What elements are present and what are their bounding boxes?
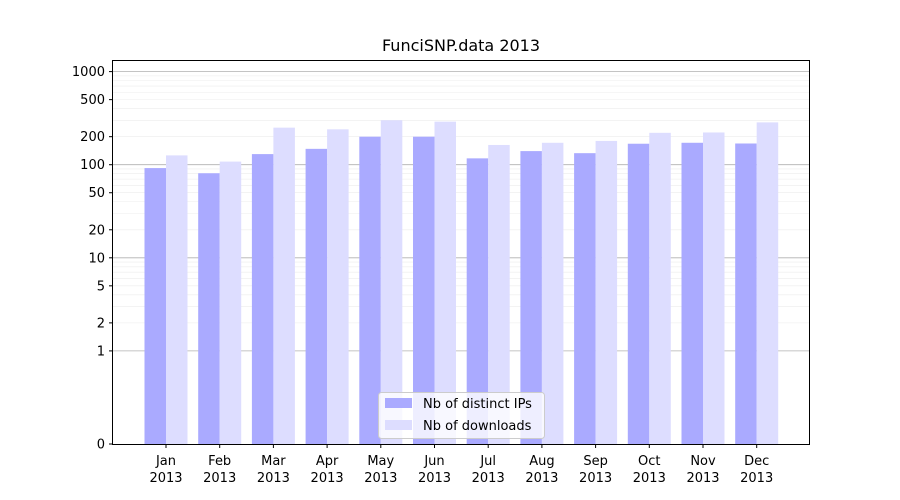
bar-downloads	[166, 155, 188, 444]
x-tick-label-year: 2013	[525, 471, 558, 486]
y-tick-label: 2	[97, 316, 105, 331]
x-tick-label-month: Jan	[155, 454, 176, 469]
y-tick-label: 200	[80, 130, 105, 145]
x-tick-label-month: May	[367, 454, 394, 469]
x-tick-label-year: 2013	[418, 471, 451, 486]
y-tick-label: 1	[97, 344, 105, 359]
x-tick-label-year: 2013	[257, 471, 290, 486]
x-tick-label-year: 2013	[311, 471, 344, 486]
bar-downloads	[703, 132, 725, 444]
y-axis: 0 1 2 5 10 20 50 100 200 500 1000	[72, 65, 113, 453]
bar-downloads	[488, 144, 510, 445]
legend-label-downloads: Nb of downloads	[423, 419, 532, 434]
legend-swatch-downloads	[385, 420, 412, 430]
y-tick-label: 50	[88, 186, 105, 201]
y-tick-label: 0	[97, 438, 105, 453]
bar-downloads	[219, 161, 242, 444]
x-tick-label-month: Aug	[529, 454, 554, 469]
bar-downloads	[756, 122, 779, 444]
legend-swatch-distinct-ips	[385, 398, 412, 408]
x-tick-label-year: 2013	[686, 471, 719, 486]
x-axis: Jan 2013 Feb 2013 Mar 2013 Apr 2013 May 2013 Jun 20…	[149, 444, 773, 486]
x-tick-label-month: Dec	[744, 454, 769, 469]
chart-title: FunciSNP.data 2013	[382, 36, 540, 55]
bar-downloads	[434, 121, 456, 444]
bar-distinct-ips	[198, 173, 220, 445]
x-tick-label-month: Mar	[261, 454, 286, 469]
bar-downloads	[649, 132, 671, 444]
bar-downloads	[327, 129, 349, 444]
bar-downloads	[541, 142, 564, 444]
bar-distinct-ips	[359, 136, 381, 444]
plot-frame	[112, 60, 810, 445]
x-tick-label-month: Sep	[583, 454, 608, 469]
legend: Nb of distinct IPs Nb of downloads	[378, 392, 545, 439]
bar-distinct-ips	[735, 143, 757, 445]
bar-distinct-ips	[520, 151, 542, 445]
x-tick-label-month: Jun	[423, 454, 444, 469]
bar-distinct-ips	[681, 142, 703, 444]
bar-distinct-ips	[574, 153, 596, 444]
x-tick-label-year: 2013	[740, 471, 773, 486]
x-tick-label-month: Jul	[479, 454, 496, 469]
x-tick-label-year: 2013	[472, 471, 505, 486]
x-tick-label-month: Nov	[690, 454, 716, 469]
x-tick-label-year: 2013	[633, 471, 666, 486]
bar-downloads	[380, 120, 403, 445]
y-tick-label: 5	[97, 279, 105, 294]
y-tick-label: 100	[80, 158, 105, 173]
bar-distinct-ips	[144, 168, 166, 444]
x-tick-label-month: Apr	[316, 454, 339, 469]
bar-downloads	[595, 140, 618, 445]
x-tick-label-year: 2013	[149, 471, 182, 486]
x-tick-label-year: 2013	[203, 471, 236, 486]
y-tick-label: 500	[80, 93, 105, 108]
x-tick-label-month: Oct	[638, 454, 660, 469]
bars	[144, 120, 779, 445]
bar-distinct-ips	[466, 158, 489, 444]
bar-downloads	[273, 127, 295, 444]
x-tick-label-year: 2013	[579, 471, 612, 486]
y-tick-label: 20	[88, 223, 105, 238]
legend-label-distinct-ips: Nb of distinct IPs	[423, 397, 532, 412]
x-tick-label-year: 2013	[364, 471, 397, 486]
bar-distinct-ips	[413, 136, 435, 444]
bar-distinct-ips	[305, 148, 328, 444]
y-tick-label: 1000	[72, 65, 105, 80]
bar-distinct-ips	[251, 154, 274, 444]
x-tick-label-month: Feb	[208, 454, 231, 469]
legend-frame	[378, 392, 545, 439]
y-tick-label: 10	[88, 251, 105, 266]
bar-distinct-ips	[627, 143, 650, 444]
